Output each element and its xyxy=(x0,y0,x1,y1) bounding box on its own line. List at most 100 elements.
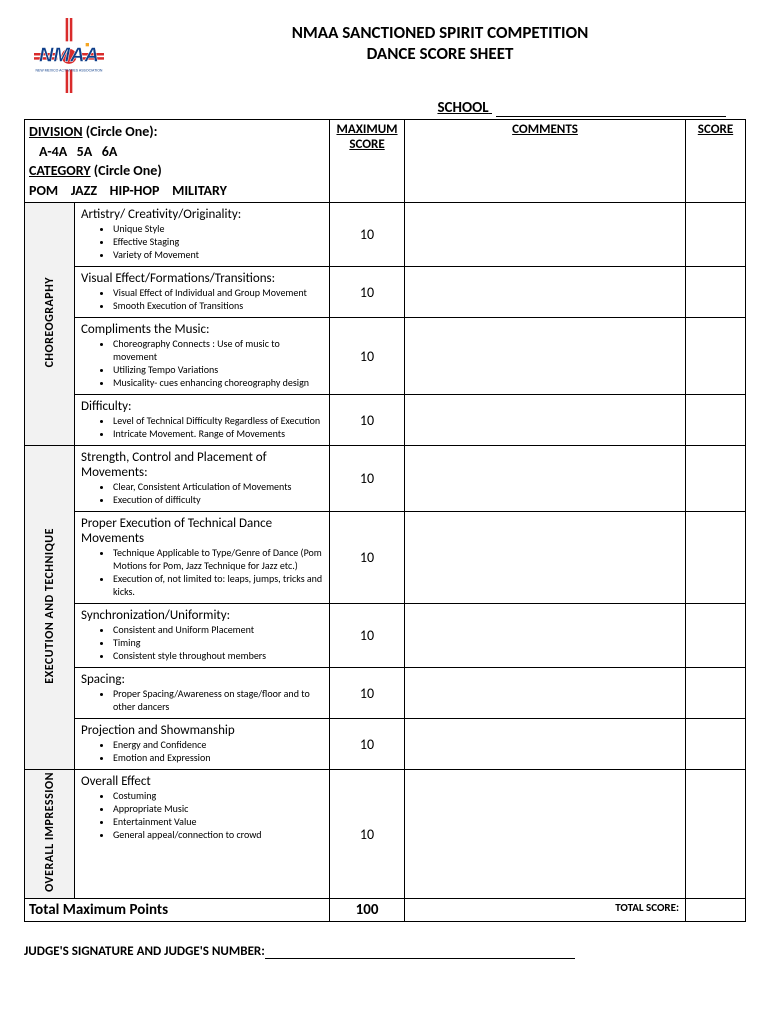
max-score-cell: 10 xyxy=(330,770,405,899)
bullet-item: Technique Applicable to Type/Genre of Da… xyxy=(113,546,325,572)
criterion-title: Projection and Showmanship xyxy=(79,721,325,738)
score-cell xyxy=(686,668,746,719)
max-score-cell: 10 xyxy=(330,446,405,512)
criterion-bullets: CostumingAppropriate MusicEntertainment … xyxy=(79,789,325,844)
division-label: DIVISION xyxy=(29,123,83,140)
bullet-item: General appeal/connection to crowd xyxy=(113,828,325,841)
bullet-item: Costuming xyxy=(113,789,325,802)
score-cell xyxy=(686,770,746,899)
svg-text:NEW MEXICO ACTIVITIES ASSOCIAT: NEW MEXICO ACTIVITIES ASSOCIATION xyxy=(36,68,103,72)
criterion-bullets: Consistent and Uniform PlacementTimingCo… xyxy=(79,623,325,665)
criterion-title: Overall Effect xyxy=(79,772,325,789)
bullet-item: Entertainment Value xyxy=(113,815,325,828)
bullet-item: Musicality- cues enhancing choreography … xyxy=(113,376,325,389)
bullet-item: Variety of Movement xyxy=(113,248,325,261)
bullet-item: Timing xyxy=(113,636,325,649)
col-comments-header: COMMENTS xyxy=(405,120,686,203)
bullet-item: Visual Effect of Individual and Group Mo… xyxy=(113,286,325,299)
title-line-2: DANCE SCORE SHEET xyxy=(134,43,746,64)
criterion-cell: Artistry/ Creativity/Originality:Unique … xyxy=(75,203,330,267)
criterion-title: Visual Effect/Formations/Transitions: xyxy=(79,269,325,286)
division-options: A-4A 5A 6A xyxy=(29,143,117,160)
comments-cell xyxy=(405,267,686,318)
criterion-cell: Strength, Control and Placement of Movem… xyxy=(75,446,330,512)
criterion-title: Proper Execution of Technical Dance Move… xyxy=(79,514,325,546)
comments-cell xyxy=(405,668,686,719)
category-options: POM JAZZ HIP-HOP MILITARY xyxy=(29,182,227,199)
total-score-label: TOTAL SCORE: xyxy=(405,899,686,922)
comments-cell xyxy=(405,395,686,446)
max-score-cell: 10 xyxy=(330,512,405,604)
comments-cell xyxy=(405,203,686,267)
bullet-item: Energy and Confidence xyxy=(113,738,325,751)
bullet-item: Execution of difficulty xyxy=(113,493,325,506)
total-label: Total Maximum Points xyxy=(25,899,330,922)
division-cell: DIVISION (Circle One):A-4A 5A 6ACATEGORY… xyxy=(25,120,330,203)
section-label: OVERALL IMPRESSION xyxy=(43,772,57,892)
section-label: CHOREOGRAPHY xyxy=(43,277,57,367)
category-suffix: (Circle One) xyxy=(91,162,162,179)
signature-row: JUDGE'S SIGNATURE AND JUDGE'S NUMBER: xyxy=(24,944,746,959)
criterion-title: Compliments the Music: xyxy=(79,320,325,337)
criterion-bullets: Clear, Consistent Articulation of Moveme… xyxy=(79,480,325,509)
nmaa-logo-icon: NMAA NEW MEXICO ACTIVITIES ASSOCIATION xyxy=(24,18,114,93)
bullet-item: Execution of, not limited to: leaps, jum… xyxy=(113,572,325,598)
criterion-bullets: Choreography Connects : Use of music to … xyxy=(79,337,325,392)
school-blank-line xyxy=(496,116,726,117)
bullet-item: Level of Technical Difficulty Regardless… xyxy=(113,414,325,427)
criterion-cell: Projection and ShowmanshipEnergy and Con… xyxy=(75,719,330,770)
max-score-cell: 10 xyxy=(330,668,405,719)
criterion-title: Spacing: xyxy=(79,670,325,687)
max-score-cell: 10 xyxy=(330,267,405,318)
max-score-cell: 10 xyxy=(330,203,405,267)
criterion-cell: Proper Execution of Technical Dance Move… xyxy=(75,512,330,604)
bullet-item: Proper Spacing/Awareness on stage/floor … xyxy=(113,687,325,713)
bullet-item: Intricate Movement. Range of Movements xyxy=(113,427,325,440)
section-cell: OVERALL IMPRESSION xyxy=(25,770,75,899)
max-score-cell: 10 xyxy=(330,719,405,770)
criterion-title: Synchronization/Uniformity: xyxy=(79,606,325,623)
signature-blank-line xyxy=(265,958,575,959)
score-cell xyxy=(686,512,746,604)
criterion-bullets: Level of Technical Difficulty Regardless… xyxy=(79,414,325,443)
bullet-item: Choreography Connects : Use of music to … xyxy=(113,337,325,363)
comments-cell xyxy=(405,446,686,512)
score-cell xyxy=(686,203,746,267)
criterion-bullets: Unique StyleEffective StagingVariety of … xyxy=(79,222,325,264)
col-max-header: MAXIMUMSCORE xyxy=(330,120,405,203)
section-cell: EXECUTION AND TECHNIQUE xyxy=(25,446,75,770)
header: NMAA NEW MEXICO ACTIVITIES ASSOCIATION N… xyxy=(24,18,746,93)
bullet-item: Unique Style xyxy=(113,222,325,235)
logo: NMAA NEW MEXICO ACTIVITIES ASSOCIATION xyxy=(24,18,114,93)
criterion-bullets: Technique Applicable to Type/Genre of Da… xyxy=(79,546,325,601)
bullet-item: Consistent style throughout members xyxy=(113,649,325,662)
criterion-cell: Visual Effect/Formations/Transitions:Vis… xyxy=(75,267,330,318)
bullet-item: Smooth Execution of Transitions xyxy=(113,299,325,312)
criterion-cell: Difficulty:Level of Technical Difficulty… xyxy=(75,395,330,446)
signature-label: JUDGE'S SIGNATURE AND JUDGE'S NUMBER: xyxy=(24,944,265,959)
score-table: DIVISION (Circle One):A-4A 5A 6ACATEGORY… xyxy=(24,119,746,922)
criterion-cell: Overall EffectCostumingAppropriate Music… xyxy=(75,770,330,899)
section-label: EXECUTION AND TECHNIQUE xyxy=(43,528,57,684)
section-cell: CHOREOGRAPHY xyxy=(25,203,75,446)
school-label: SCHOOL xyxy=(437,99,488,117)
score-cell xyxy=(686,267,746,318)
comments-cell xyxy=(405,604,686,668)
total-score-cell xyxy=(686,899,746,922)
bullet-item: Emotion and Expression xyxy=(113,751,325,764)
max-score-cell: 10 xyxy=(330,318,405,395)
bullet-item: Clear, Consistent Articulation of Moveme… xyxy=(113,480,325,493)
bullet-item: Utilizing Tempo Variations xyxy=(113,363,325,376)
criterion-cell: Synchronization/Uniformity:Consistent an… xyxy=(75,604,330,668)
criterion-title: Difficulty: xyxy=(79,397,325,414)
criterion-bullets: Proper Spacing/Awareness on stage/floor … xyxy=(79,687,325,716)
comments-cell xyxy=(405,318,686,395)
bullet-item: Consistent and Uniform Placement xyxy=(113,623,325,636)
score-cell xyxy=(686,318,746,395)
max-score-cell: 10 xyxy=(330,395,405,446)
criterion-cell: Spacing:Proper Spacing/Awareness on stag… xyxy=(75,668,330,719)
comments-cell xyxy=(405,719,686,770)
criterion-title: Artistry/ Creativity/Originality: xyxy=(79,205,325,222)
comments-cell xyxy=(405,512,686,604)
col-score-header: SCORE xyxy=(686,120,746,203)
